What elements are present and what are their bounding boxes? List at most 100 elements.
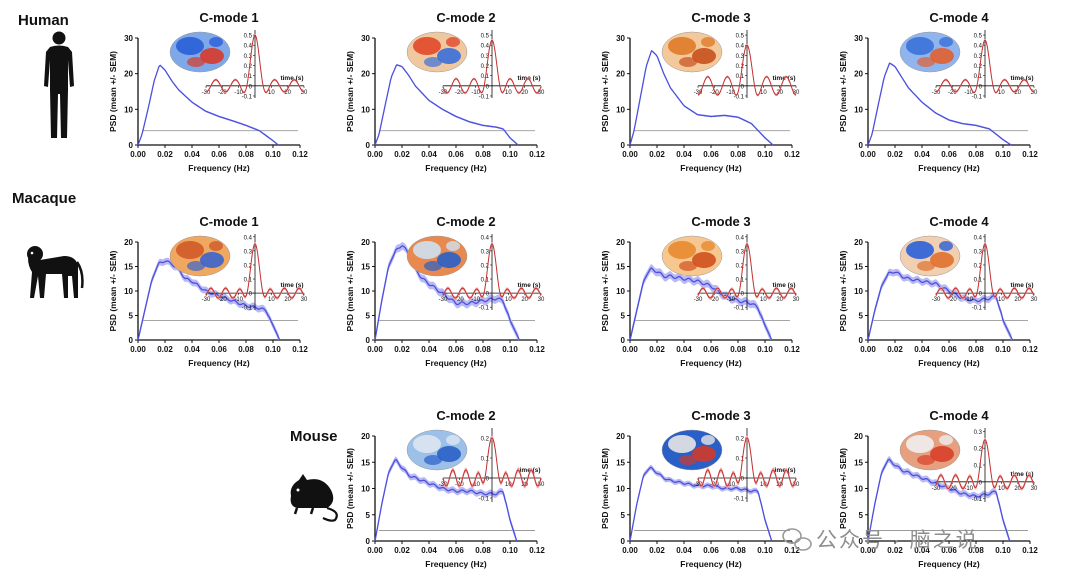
psd-line xyxy=(374,245,521,341)
y-tick-label: 20 xyxy=(124,238,133,247)
brain-region xyxy=(413,241,441,259)
y-tick-label: 15 xyxy=(616,263,625,272)
x-tick-label: 0.04 xyxy=(676,546,692,555)
brain-region xyxy=(701,37,715,47)
brain-region xyxy=(437,48,461,64)
inset-y-tick-label: 0.4 xyxy=(481,44,490,50)
inset-y-tick-label: 0 xyxy=(486,292,490,298)
inset-line xyxy=(935,243,1035,299)
brain-region xyxy=(668,241,696,259)
y-tick-label: 0 xyxy=(621,141,626,150)
chart-panel: C-mode 30.00 0.02 0.04 0.06 0.08 0.10 0.120510… xyxy=(600,214,800,368)
inset-y-tick-label: 0 xyxy=(741,477,745,483)
x-tick-label: 0.10 xyxy=(265,150,281,159)
brain-region xyxy=(701,241,715,251)
x-tick-label: 0.06 xyxy=(448,546,464,555)
inset-y-tick-label: 0.2 xyxy=(481,437,490,443)
inset-lag-plot: 0.4 0.3 0.2 0.1 0 -0.1 -30 -20 -10 10 20 30 time (s) xyxy=(439,234,545,312)
brain-region xyxy=(930,252,954,268)
chart-title: C-mode 2 xyxy=(436,214,495,229)
inset-x-tick-label: 30 xyxy=(1031,297,1038,303)
x-axis-label: Frequency (Hz) xyxy=(188,163,250,173)
brain-map-image xyxy=(899,235,961,277)
inset-x-tick-label: 30 xyxy=(538,90,545,96)
inset-lag-plot: 0.3 0.2 0.1 0 -0.1 -30 -20 -10 10 20 30 time (s) xyxy=(932,428,1038,503)
psd-line xyxy=(629,49,774,146)
chart-panel: C-mode 40.00 0.02 0.04 0.06 0.08 0.10 0.120510… xyxy=(838,408,1038,569)
inset-line xyxy=(697,243,797,299)
psd-sem-band xyxy=(630,464,772,541)
inset-y-tick-label: 0 xyxy=(979,292,983,298)
x-tick-label: 0.08 xyxy=(968,345,984,354)
y-axis-label: PSD (mean +/- SEM) xyxy=(345,448,355,529)
x-axis-label: Frequency (Hz) xyxy=(425,559,487,569)
chart-title: C-mode 4 xyxy=(929,408,989,423)
inset-y-tick-label: 0 xyxy=(486,84,490,90)
y-tick-label: 0 xyxy=(129,141,134,150)
inset-lag-plot: 0.50.40.30.20.10-0.1-30-20-10102030time … xyxy=(932,30,1038,100)
inset-x-tick-label: 20 xyxy=(1014,486,1021,492)
brain-region xyxy=(679,261,697,271)
x-tick-label: 0.02 xyxy=(887,150,903,159)
chart-title: C-mode 3 xyxy=(691,10,750,25)
inset-y-tick-label: 0.4 xyxy=(244,44,253,50)
wechat-bubble xyxy=(782,528,802,544)
inset-band xyxy=(206,242,304,300)
chart-panel: C-mode 10.00 0.02 0.04 0.06 0.08 0.10 0.120510… xyxy=(108,214,308,368)
x-tick-label: 0.12 xyxy=(1022,546,1038,555)
inset-x-label: time (s) xyxy=(517,282,540,289)
y-tick-label: 10 xyxy=(361,105,370,114)
inset-x-tick-label: -10 xyxy=(471,90,480,96)
inset-x-tick-label: -10 xyxy=(726,482,735,488)
inset-x-tick-label: -30 xyxy=(439,90,448,96)
inset-x-tick-label: 10 xyxy=(760,482,767,488)
inset-x-tick-label: -20 xyxy=(218,297,227,303)
x-tick-label: 0.00 xyxy=(860,546,876,555)
brain-map-image xyxy=(406,235,468,277)
inset-y-tick-label: -0.1 xyxy=(972,306,983,312)
x-tick-label: 0.06 xyxy=(211,150,227,159)
chart-title: C-mode 3 xyxy=(691,408,750,423)
y-tick-label: 0 xyxy=(859,141,864,150)
x-tick-label: 0.10 xyxy=(995,150,1011,159)
inset-y-tick-label: -0.1 xyxy=(972,497,983,503)
inset-x-tick-label: 30 xyxy=(793,90,800,96)
inset-lag-plot: 0.4 0.3 0.2 0.1 0 -0.1 -30 -20 -10 10 20 30 time (s) xyxy=(694,234,800,312)
y-tick-label: 0 xyxy=(366,141,371,150)
y-tick-label: 10 xyxy=(616,485,625,494)
x-tick-label: 0.08 xyxy=(238,150,254,159)
brain-region xyxy=(679,455,697,465)
x-axis-label: Frequency (Hz) xyxy=(680,358,742,368)
y-tick-label: 20 xyxy=(854,70,863,79)
inset-y-tick-label: 0.5 xyxy=(481,34,490,40)
inset-y-tick-label: -0.1 xyxy=(242,306,253,312)
x-tick-label: 0.02 xyxy=(157,150,173,159)
y-tick-label: 20 xyxy=(361,70,370,79)
x-tick-label: 0.04 xyxy=(421,546,437,555)
brain-map-image xyxy=(169,31,231,73)
inset-y-tick-label: 0.5 xyxy=(974,34,983,40)
inset-lag-plot: 0.4 0.3 0.2 0.1 0 -0.1 -30 -20 -10 10 20 30 time (s) xyxy=(202,234,308,312)
psd-sem-band xyxy=(138,64,279,145)
y-tick-label: 30 xyxy=(854,34,863,43)
inset-y-tick-label: 0.5 xyxy=(244,34,253,40)
brain-region xyxy=(939,241,953,251)
inset-y-tick-label: -0.1 xyxy=(972,94,983,100)
y-tick-label: 20 xyxy=(361,432,370,441)
brain-map-image xyxy=(661,429,723,471)
brain-map-image xyxy=(899,429,961,471)
brain-region xyxy=(701,435,715,445)
inset-y-tick-label: 0 xyxy=(249,292,253,298)
brain-map-image xyxy=(406,429,468,471)
y-tick-label: 5 xyxy=(859,312,864,321)
inset-x-tick-label: -20 xyxy=(710,90,719,96)
chart-title: C-mode 2 xyxy=(436,10,495,25)
x-tick-label: 0.06 xyxy=(703,345,719,354)
inset-y-tick-label: 0.5 xyxy=(736,34,745,40)
inset-x-label: time (s) xyxy=(1010,282,1033,289)
x-axis-label: Frequency (Hz) xyxy=(680,559,742,569)
brain-region xyxy=(692,252,716,268)
inset-x-tick-label: -10 xyxy=(726,297,735,303)
inset-line xyxy=(935,39,1035,94)
